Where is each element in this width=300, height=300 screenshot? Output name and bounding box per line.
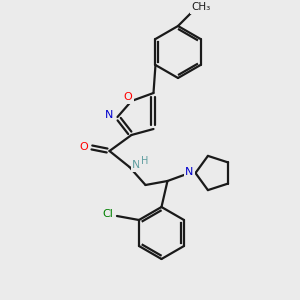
Text: N: N [185,167,194,177]
Text: N: N [132,160,141,170]
Text: N: N [105,110,114,120]
Text: O: O [79,142,88,152]
Text: Cl: Cl [103,209,113,219]
Text: CH₃: CH₃ [191,2,211,12]
Text: O: O [123,92,132,102]
Text: H: H [141,156,148,166]
